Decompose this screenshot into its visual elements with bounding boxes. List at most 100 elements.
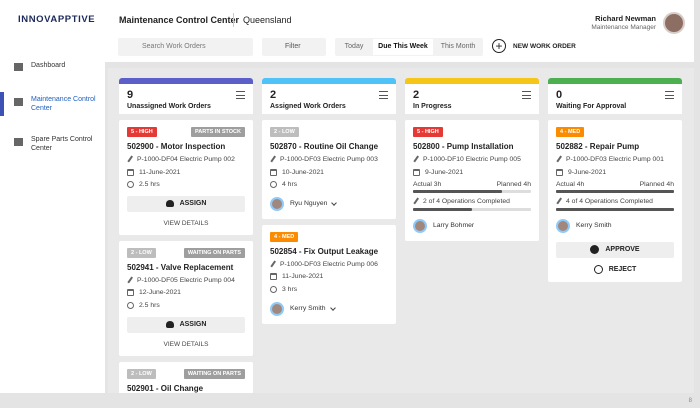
icon [127, 276, 135, 285]
info-row: P-1000-DF03 Electric Pump 003 [270, 155, 388, 164]
user-avatar[interactable] [663, 12, 685, 34]
new-icon[interactable]: + [492, 39, 506, 53]
assign-button[interactable]: ASSIGN [127, 316, 245, 333]
icon [270, 168, 277, 176]
board: 9 Unassigned Work Orders 5 - HIGH PARTS IN … [108, 68, 694, 393]
work-order-title: 502941 - Valve Replacement [127, 262, 234, 272]
date: 9-June-2021 [425, 168, 464, 176]
work-order-card[interactable]: 4 - MED 502854 - Fix Output Leakage P-1000… [262, 224, 396, 324]
work-order-card[interactable]: 2 - LOW WAITING ON PARTS 502941 - Valve Re… [119, 240, 253, 356]
planned: Planned 4h [496, 181, 531, 189]
info-row: 9-June-2021 [413, 168, 531, 176]
info-row: 11-June-2021 [270, 273, 388, 281]
search-box[interactable]: Search Work Orders [118, 38, 253, 56]
sidebar: Dashboard Maintenance Control Center Spare… [0, 62, 105, 393]
column-filter[interactable] [379, 91, 388, 99]
icon [165, 200, 174, 208]
work-order-title: 502882 - Repair Pump [556, 142, 640, 151]
tab[interactable]: This Month [440, 43, 476, 50]
column-header: 2 Assigned Work Orders [262, 84, 396, 114]
equipment: P-1000-DF03 Electric Pump 003 [280, 156, 378, 164]
column-filter[interactable] [665, 91, 674, 99]
tags: 2 - LOW WAITING ON PARTS [127, 368, 245, 379]
label: REJECT [608, 265, 637, 273]
icon [413, 168, 420, 176]
reject-button[interactable]: REJECT [556, 264, 674, 274]
column-bar [119, 78, 253, 84]
location[interactable]: Queensland [243, 15, 292, 25]
operations-bar [556, 207, 674, 211]
work-order-card[interactable]: 2 - LOW WAITING ON PARTS 502901 - Oil Chan… [119, 361, 253, 393]
icon [127, 289, 134, 297]
icon [593, 264, 603, 274]
info-row: P-1000-DF10 Electric Pump 005 [413, 155, 531, 164]
icon [413, 155, 421, 164]
avatar [556, 218, 570, 233]
info-row: P-1000-DF04 Electric Pump 002 [127, 155, 245, 164]
date: 9-June-2021 [568, 168, 607, 176]
icon [556, 155, 564, 164]
tags: 2 - LOW WAITING ON PARTS [127, 247, 245, 258]
operations-bar [413, 207, 531, 211]
info-row: 4 hrs [270, 181, 388, 189]
priority-tag: 2 - LOW [127, 368, 156, 379]
info-row: 9-June-2021 [556, 168, 674, 176]
duration: 3 hrs [282, 286, 298, 294]
equipment: P-1000-DF03 Electric Pump 006 [280, 260, 378, 268]
nav-item[interactable]: Maintenance Control Center [0, 92, 100, 116]
header: INNOVAPPTIVE Maintenance Control Center … [0, 0, 694, 62]
filter-button[interactable]: Filter [262, 38, 326, 56]
hours-bar [413, 190, 531, 194]
info-row: 12-June-2021 [127, 289, 245, 297]
nav-icon [14, 63, 23, 71]
priority-tag: 2 - LOW [270, 127, 299, 137]
info-row: 2 of 4 Operations Completed [413, 197, 531, 206]
assignee-name: Larry Bohmer [433, 222, 475, 230]
info-row: P-1000-DF05 Electric Pump 004 [127, 276, 245, 285]
operations: 2 of 4 Operations Completed [423, 198, 510, 206]
new-work-order[interactable]: NEW WORK ORDER [513, 43, 576, 50]
date: 11-June-2021 [139, 168, 181, 176]
actual: Actual 3h [413, 181, 442, 189]
work-order-card[interactable]: 5 - HIGH PARTS IN STOCK 502900 - Motor Ins… [119, 120, 253, 235]
assignee: Ryu Nguyen [270, 196, 388, 211]
column-filter[interactable] [522, 91, 531, 99]
priority-tag: 5 - HIGH [127, 127, 157, 137]
work-order-card[interactable]: 5 - HIGH 502800 - Pump Installation P-1000… [405, 120, 539, 241]
nav-item[interactable]: Spare Parts Control Center [31, 136, 93, 152]
icon [556, 197, 564, 206]
work-order-card[interactable]: 4 - MED 502882 - Repair Pump P-1000-DF03 E… [548, 120, 682, 282]
dropdown[interactable] [331, 199, 338, 206]
nav-item[interactable]: Dashboard [31, 62, 66, 69]
duration: 2.5 hrs [139, 302, 160, 310]
icon [127, 181, 134, 189]
tab[interactable]: Today [344, 43, 364, 50]
icon [270, 155, 278, 164]
tab[interactable]: Due This Week [373, 39, 433, 55]
operations-fill [556, 207, 674, 211]
column-filter[interactable] [236, 91, 245, 99]
dropdown[interactable] [329, 304, 336, 311]
assignee-name: Kerry Smith [290, 305, 326, 313]
status-tag: WAITING ON PARTS [183, 368, 245, 379]
assign-button[interactable]: ASSIGN [127, 195, 245, 212]
icon [270, 286, 277, 294]
tags: 2 - LOW [270, 127, 388, 137]
hours-fill [556, 190, 674, 194]
assignee: Larry Bohmer [413, 218, 531, 233]
assignee-name: Kerry Smith [576, 222, 612, 230]
view-details[interactable]: VIEW DETAILS [163, 340, 209, 348]
view-details[interactable]: VIEW DETAILS [163, 219, 209, 227]
divider [233, 13, 234, 27]
icon [127, 302, 134, 310]
actual: Actual 4h [556, 181, 585, 189]
work-order-card[interactable]: 2 - LOW 502870 - Routine Oil Change P-1000… [262, 120, 396, 219]
column-bar [262, 78, 396, 84]
duration: 4 hrs [282, 181, 298, 189]
approve-button[interactable]: APPROVE [556, 241, 674, 258]
operations-fill [413, 207, 472, 211]
hours: Actual 4h Planned 4h [556, 181, 674, 188]
icon [270, 260, 278, 269]
column-count: 0 [556, 89, 563, 101]
